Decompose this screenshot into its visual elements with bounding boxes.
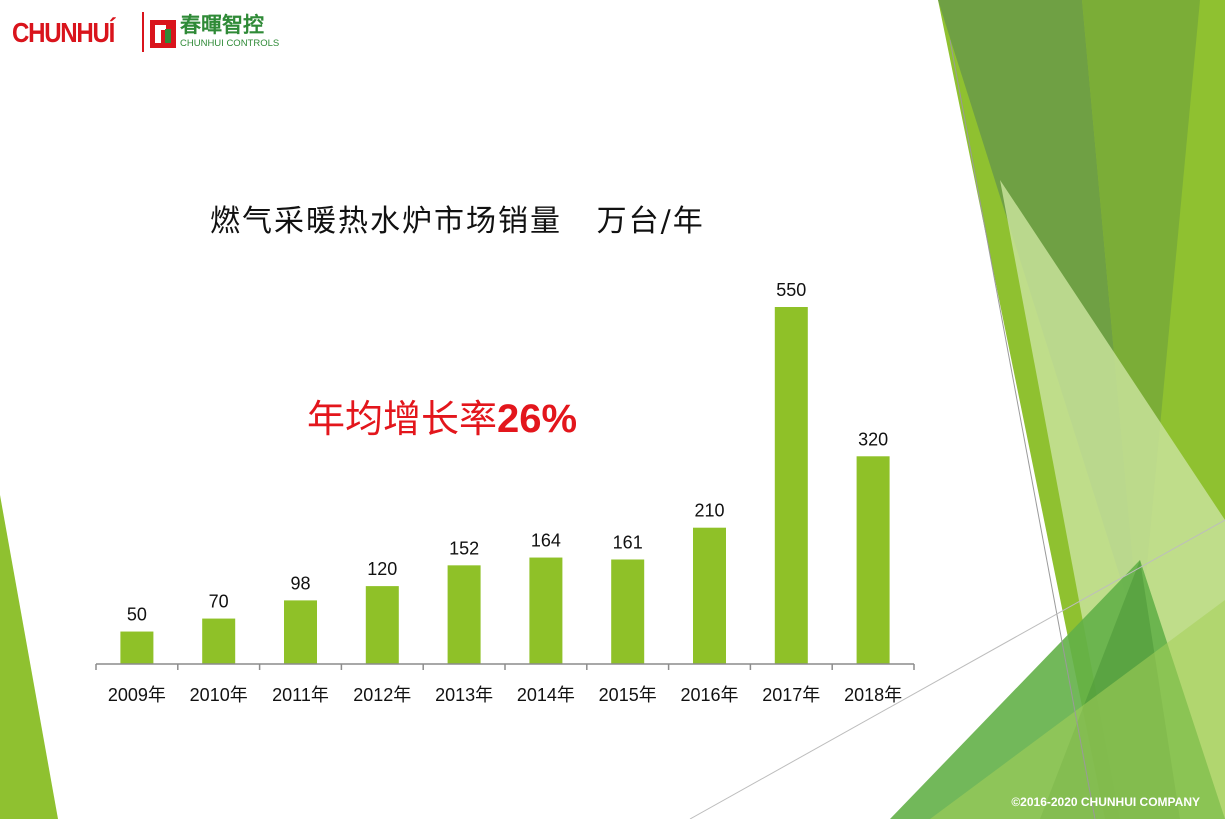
x-tick-label-0: 2009年 (108, 685, 166, 705)
logo-divider (142, 12, 144, 52)
data-label-5: 164 (531, 531, 561, 551)
copyright-text: ©2016-2020 CHUNHUI COMPANY (1011, 795, 1200, 809)
data-label-9: 320 (858, 429, 888, 449)
bar-2 (284, 600, 317, 664)
chart-title: 燃气采暖热水炉市场销量 万台/年 (210, 204, 705, 239)
bar-3 (365, 586, 399, 664)
company-logo: CHUNHUÍ 春暉智控 CHUNHUI CONTROLS (12, 12, 279, 56)
right-mid-triangle (1082, 0, 1200, 640)
data-label-6: 161 (613, 532, 643, 552)
x-tick-label-1: 2010年 (190, 685, 248, 705)
data-label-7: 210 (694, 501, 724, 521)
bar-9 (856, 456, 890, 664)
growth-rate-value: 26% (497, 397, 578, 441)
bar-7 (693, 527, 726, 664)
x-tick-label-7: 2016年 (680, 685, 738, 705)
growth-rate-text: 年均增长率 (307, 397, 498, 441)
data-label-3: 120 (367, 559, 397, 579)
decorative-line-1 (949, 39, 1096, 819)
bar-0 (120, 631, 154, 664)
data-label-1: 70 (209, 592, 229, 612)
data-label-8: 550 (776, 280, 806, 300)
x-tick-label-8: 2017年 (762, 685, 820, 705)
logo-mark-icon (150, 20, 176, 48)
logo-brand-en: CHUNHUÍ (12, 17, 115, 48)
x-tick-label-9: 2018年 (844, 685, 902, 705)
bar-4 (447, 565, 481, 664)
decorative-line-2 (689, 519, 1225, 819)
data-label-4: 152 (449, 538, 479, 558)
left-green-triangle (0, 495, 58, 819)
bar-8 (774, 307, 808, 664)
x-tick-label-5: 2014年 (517, 685, 575, 705)
logo-brand-sub: CHUNHUI CONTROLS (180, 38, 280, 49)
x-tick-label-3: 2012年 (353, 685, 411, 705)
bar-5 (529, 557, 563, 664)
data-label-0: 50 (127, 605, 147, 625)
data-label-2: 98 (290, 573, 310, 593)
x-tick-label-4: 2013年 (435, 685, 493, 705)
logo-brand-cn: 春暉智控 (180, 13, 264, 37)
bar-6 (611, 559, 645, 664)
x-tick-label-2: 2011年 (272, 685, 329, 705)
bottom-right-light-shard (930, 600, 1225, 819)
bar-1 (202, 618, 236, 664)
x-tick-label-6: 2015年 (599, 685, 657, 705)
growth-rate-annotation: 年均增长率26% (307, 388, 577, 443)
